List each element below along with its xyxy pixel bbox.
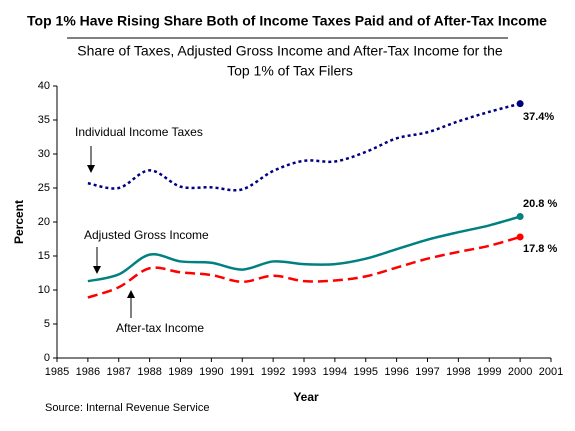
chart-subtitle: Top 1% of Tax Filers bbox=[227, 63, 353, 79]
data-label: 20.8 % bbox=[523, 198, 557, 210]
end-point bbox=[516, 213, 524, 221]
x-tick-label: 2000 bbox=[508, 366, 532, 378]
data-label: 37.4% bbox=[523, 111, 554, 123]
source-note: Source: Internal Revenue Service bbox=[45, 402, 209, 414]
x-tick-label: 1989 bbox=[168, 366, 192, 378]
chart-title: Top 1% Have Rising Share Both of Income … bbox=[27, 13, 547, 29]
y-tick-label: 20 bbox=[38, 216, 50, 228]
series-line bbox=[87, 215, 521, 283]
x-tick-label: 1994 bbox=[323, 366, 347, 378]
x-tick-label: 1988 bbox=[137, 366, 161, 378]
x-tick-label: 1993 bbox=[292, 366, 316, 378]
y-tick-label: 0 bbox=[44, 352, 50, 364]
x-tick-label: 1999 bbox=[477, 366, 501, 378]
x-tick-label: 1991 bbox=[230, 366, 254, 378]
end-point bbox=[516, 233, 524, 241]
y-tick-label: 10 bbox=[38, 284, 50, 296]
x-tick-label: 2001 bbox=[539, 366, 563, 378]
x-tick-label: 1996 bbox=[384, 366, 408, 378]
end-point bbox=[516, 100, 524, 108]
x-tick-label: 1985 bbox=[45, 366, 69, 378]
series-line bbox=[87, 235, 521, 299]
series-annotation: Individual Income Taxes bbox=[75, 125, 203, 139]
x-tick-label: 1998 bbox=[446, 366, 470, 378]
y-axis-label: Percent bbox=[12, 200, 26, 244]
y-tick-label: 15 bbox=[38, 250, 50, 262]
series-annotation: After-tax Income bbox=[116, 321, 204, 335]
x-axis-label: Year bbox=[293, 390, 319, 404]
x-tick-label: 1997 bbox=[415, 366, 439, 378]
y-tick-label: 5 bbox=[44, 318, 50, 330]
y-tick-label: 30 bbox=[38, 148, 50, 160]
series-line bbox=[87, 102, 521, 192]
x-tick-label: 1990 bbox=[199, 366, 223, 378]
data-label: 17.8 % bbox=[523, 243, 557, 255]
x-tick-label: 1986 bbox=[76, 366, 100, 378]
x-tick-label: 1995 bbox=[354, 366, 378, 378]
chart-subtitle: Share of Taxes, Adjusted Gross Income an… bbox=[77, 43, 503, 59]
x-tick-label: 1992 bbox=[261, 366, 285, 378]
y-tick-label: 35 bbox=[38, 114, 50, 126]
y-tick-label: 25 bbox=[38, 182, 50, 194]
series-annotation: Adjusted Gross Income bbox=[84, 228, 209, 242]
x-tick-label: 1987 bbox=[107, 366, 131, 378]
y-tick-label: 40 bbox=[38, 80, 50, 92]
